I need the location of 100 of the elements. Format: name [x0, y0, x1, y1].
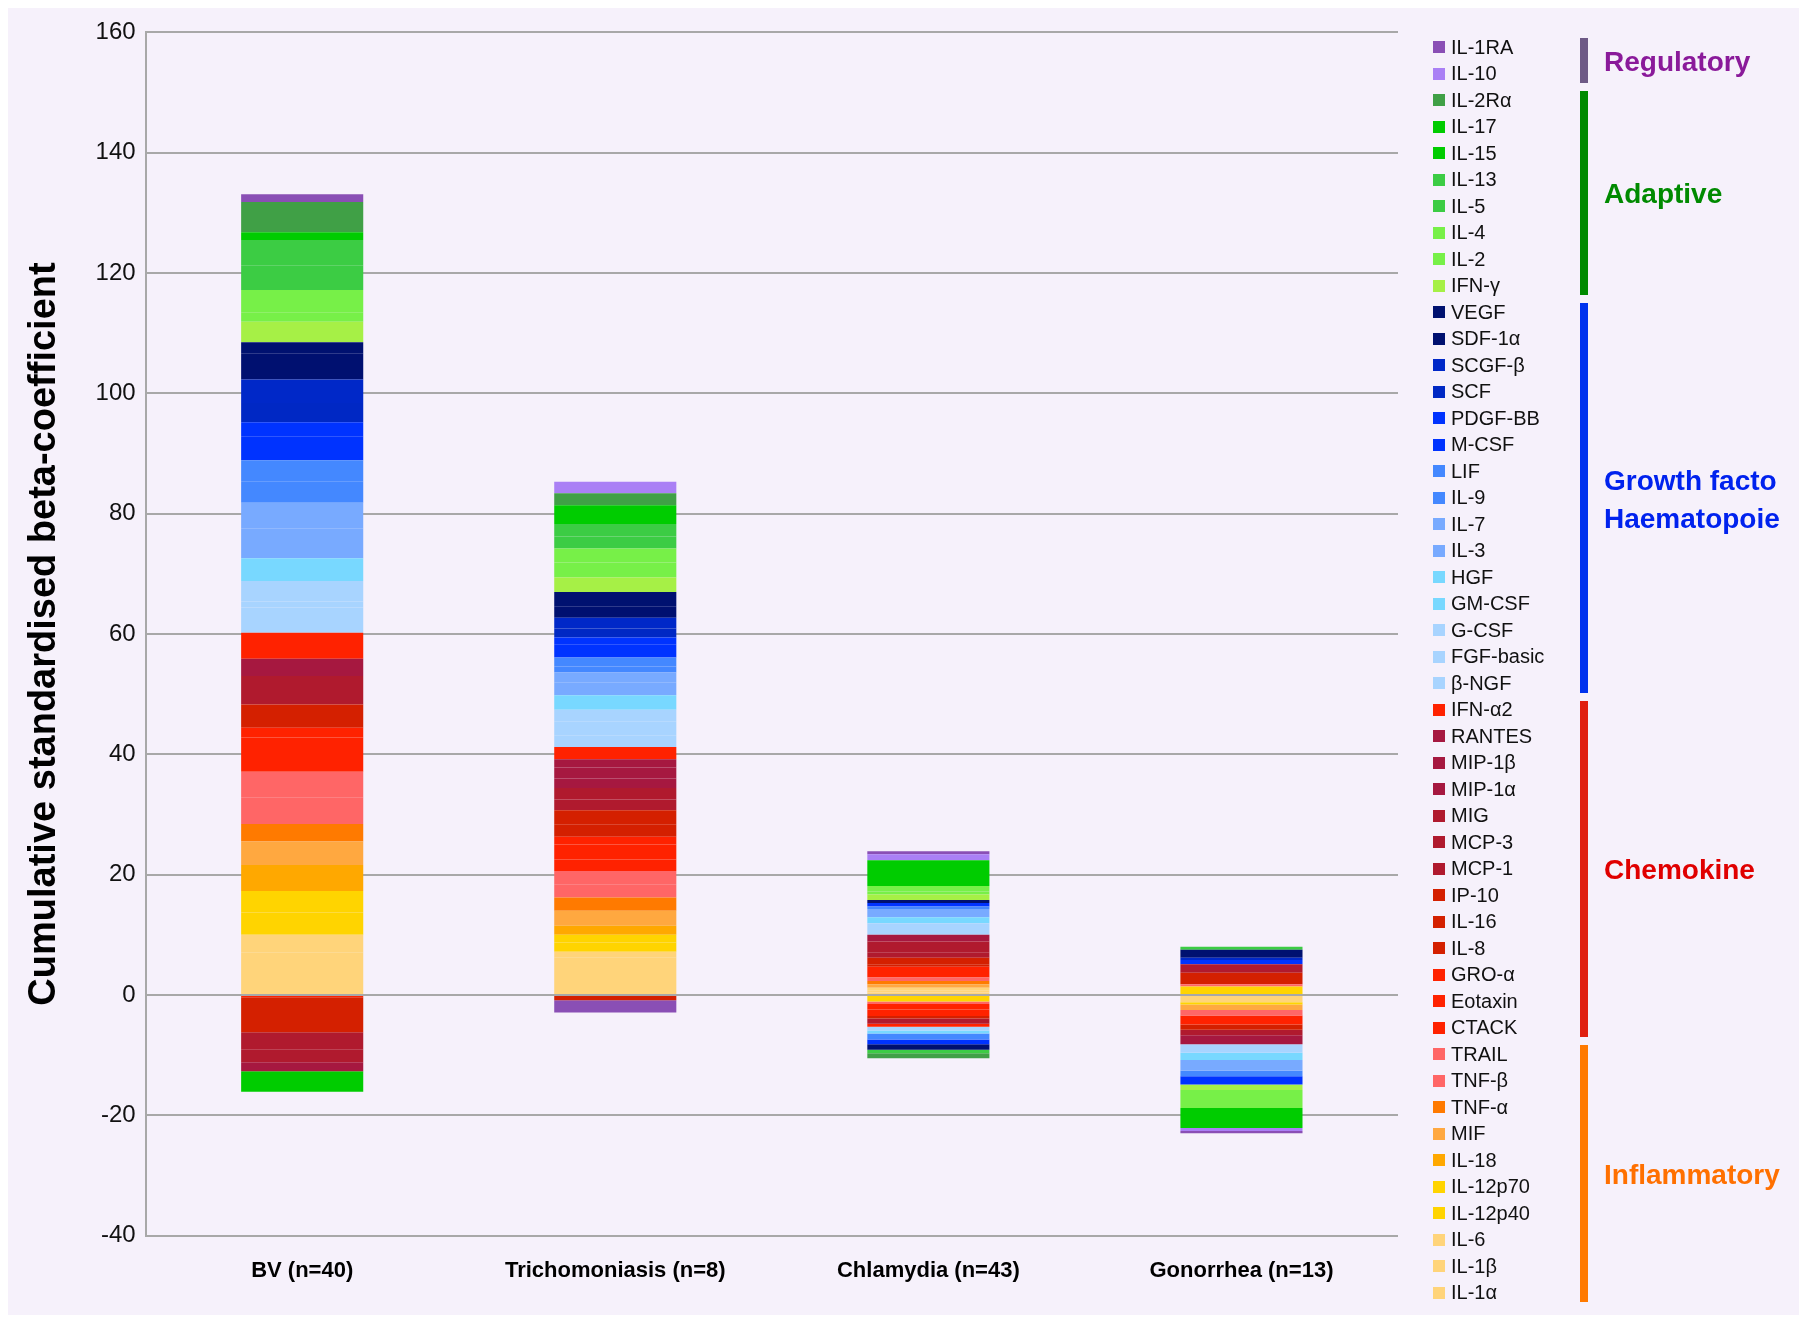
bar	[1180, 946, 1303, 950]
x-tick-label: Gonorrhea (n=13)	[1149, 1256, 1334, 1282]
legend-label: SDF-1α	[1451, 327, 1521, 351]
bar	[554, 747, 677, 760]
bar	[554, 505, 677, 524]
x-tick-label: BV (n=40)	[251, 1256, 354, 1282]
legend-label: IL-15	[1451, 141, 1497, 165]
bar	[867, 902, 990, 907]
bar	[241, 841, 364, 866]
legend-label: IL-16	[1451, 910, 1497, 934]
bar	[241, 1071, 364, 1092]
bar	[1180, 984, 1303, 987]
legend-label: IFN-α2	[1451, 698, 1513, 722]
bar	[1180, 1010, 1303, 1016]
legend-label: IL-17	[1451, 115, 1497, 139]
bar	[867, 995, 990, 1002]
bar	[867, 1030, 990, 1034]
bar	[241, 232, 364, 240]
bar	[867, 1023, 990, 1027]
bar	[554, 910, 677, 926]
legend-label: IL-12p70	[1451, 1175, 1530, 1199]
bar	[1180, 1052, 1303, 1060]
bar	[241, 865, 364, 891]
text: Adaptive	[1604, 177, 1723, 211]
bar	[1180, 1004, 1303, 1010]
bar	[867, 934, 990, 942]
bar	[867, 1018, 990, 1024]
legend-label: MIP-1β	[1451, 751, 1516, 775]
y-tick-label: 40	[108, 738, 136, 766]
legend-label: FGF-basic	[1451, 645, 1545, 669]
y-tick-label: 20	[108, 859, 136, 887]
legend-label: TNF-α	[1451, 1095, 1509, 1119]
bar	[1180, 1035, 1303, 1045]
y-tick-label: 160	[95, 17, 136, 45]
bar	[241, 704, 364, 728]
bar	[867, 908, 990, 918]
legend-label: IL-1α	[1451, 1281, 1498, 1305]
legend-label: MIP-1α	[1451, 777, 1516, 801]
legend-label: GRO-α	[1451, 963, 1515, 987]
bar	[867, 1044, 990, 1050]
bar	[867, 966, 990, 978]
y-tick-label: 80	[108, 498, 136, 526]
y-tick-label: 0	[122, 979, 136, 1007]
legend-label: IL-5	[1451, 194, 1486, 218]
x-tick-label: Chlamydia (n=43)	[836, 1256, 1020, 1282]
legend-label: PDGF-BB	[1451, 406, 1540, 430]
bar	[1180, 1084, 1303, 1091]
legend-label: M-CSF	[1451, 433, 1515, 457]
bar	[554, 1000, 677, 1013]
y-tick-label: -40	[100, 1220, 136, 1248]
bar	[867, 1033, 990, 1040]
text: Regulatory	[1604, 44, 1751, 79]
bar	[867, 1039, 990, 1045]
legend-label: IL-9	[1451, 486, 1486, 510]
bar	[554, 493, 677, 506]
bar	[554, 995, 677, 1001]
legend-label: β-NGF	[1451, 671, 1512, 695]
bar	[241, 824, 364, 842]
bar	[1180, 1044, 1303, 1053]
bar	[867, 854, 990, 861]
bar	[1180, 995, 1303, 1003]
text: Inflammatory	[1604, 1157, 1780, 1192]
bar	[867, 923, 990, 935]
bar	[867, 886, 990, 892]
bar	[867, 957, 990, 965]
bar	[1180, 964, 1303, 973]
bar	[1180, 1070, 1303, 1077]
legend-label: IL-8	[1451, 936, 1486, 960]
bar	[867, 860, 990, 887]
legend-label: VEGF	[1451, 300, 1506, 324]
bar	[867, 851, 990, 855]
bar	[554, 577, 677, 592]
legend-label: IL-10	[1451, 62, 1497, 86]
legend-label: TRAIL	[1451, 1042, 1508, 1066]
bar	[1180, 960, 1303, 965]
legend-label: CTACK	[1451, 1016, 1518, 1040]
bar	[241, 194, 364, 203]
legend-label: SCF	[1451, 380, 1491, 404]
legend-label: GM-CSF	[1451, 592, 1530, 616]
legend-label: IL-3	[1451, 539, 1486, 563]
y-tick-label: 100	[95, 377, 136, 405]
bar	[241, 1062, 364, 1072]
legend-label: IL-18	[1451, 1148, 1497, 1172]
legend-label: G-CSF	[1451, 618, 1514, 642]
legend-label: TNF-β	[1451, 1069, 1509, 1093]
bar	[1180, 1002, 1303, 1005]
legend-label: IL-1RA	[1451, 35, 1514, 59]
bar	[1180, 1090, 1303, 1109]
bar	[1180, 1076, 1303, 1085]
legend-label: IL-2	[1451, 247, 1486, 271]
y-tick-label: 140	[95, 137, 136, 165]
legend-label: MIG	[1451, 804, 1489, 828]
legend-label: IL-7	[1451, 512, 1486, 536]
bar	[867, 1053, 990, 1059]
y-tick-label: 60	[108, 618, 136, 646]
legend-label: IL-1β	[1451, 1254, 1497, 1278]
legend-label: MCP-1	[1451, 857, 1514, 881]
bar	[1180, 972, 1303, 985]
legend-label: LIF	[1451, 459, 1480, 483]
text: Growth facto Haematopoie	[1604, 463, 1780, 536]
